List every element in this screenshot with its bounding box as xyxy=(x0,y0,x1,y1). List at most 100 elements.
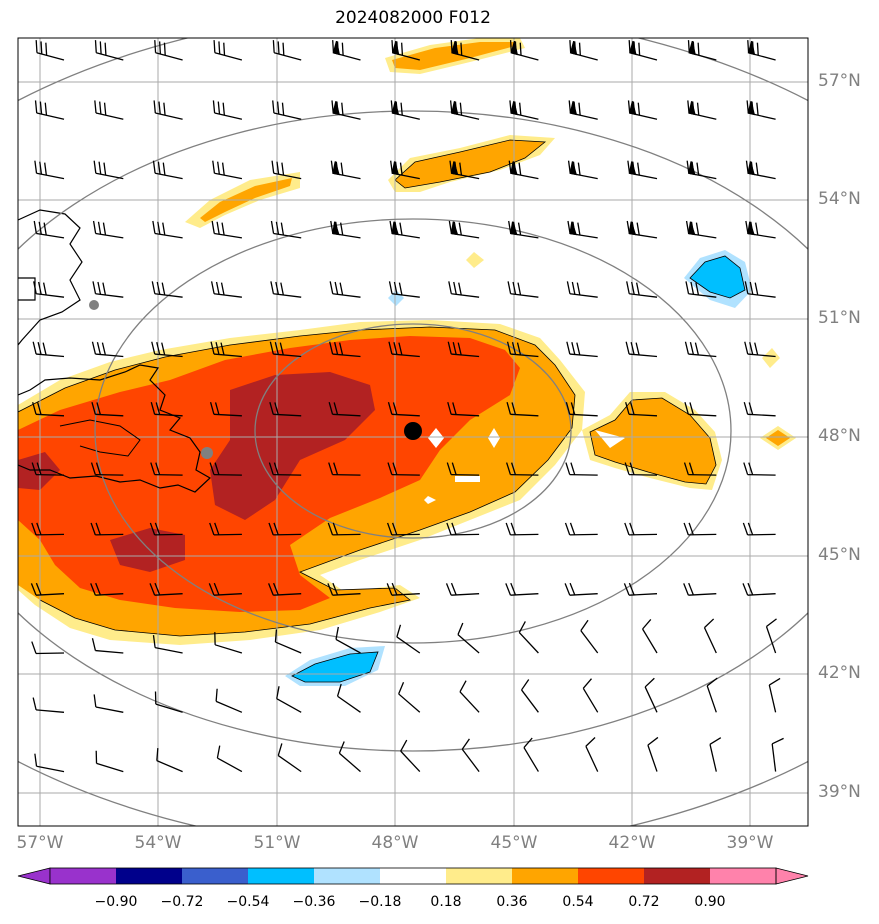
wind-barb xyxy=(585,737,599,772)
wind-barb xyxy=(91,401,124,417)
lon-label: 51°W xyxy=(253,833,301,853)
wind-barb xyxy=(32,697,65,713)
wind-barb xyxy=(268,462,302,476)
wind-barb xyxy=(396,624,421,654)
colorbar xyxy=(17,867,809,885)
wind-barb xyxy=(34,160,65,180)
wind-barb xyxy=(212,100,243,120)
wind-barb xyxy=(709,737,722,772)
wind-barb xyxy=(151,281,183,298)
wind-barb xyxy=(684,401,717,417)
wind-barb xyxy=(765,618,777,654)
wind-barb xyxy=(506,401,539,417)
wind-barb xyxy=(448,220,480,239)
wind-barb xyxy=(388,281,420,298)
wind-barb xyxy=(213,40,243,61)
storm-center xyxy=(404,422,422,440)
wind-barb xyxy=(153,100,183,120)
wind-barb xyxy=(745,160,776,180)
wind-barb xyxy=(215,688,243,713)
wind-barb xyxy=(626,281,658,298)
wind-barb xyxy=(390,100,420,120)
wind-barb xyxy=(445,582,480,596)
lon-label: 54°W xyxy=(134,833,182,853)
wind-barb xyxy=(400,739,421,773)
field-dark-2 xyxy=(110,528,185,572)
wind-barb xyxy=(686,160,717,180)
wind-barb xyxy=(330,220,361,239)
wind-barb xyxy=(506,341,539,358)
wind-barb xyxy=(331,100,361,120)
range-rings xyxy=(18,38,808,826)
wind-barb xyxy=(91,341,124,358)
wind-barb xyxy=(703,618,717,654)
colorbar-tick: 0.54 xyxy=(562,894,594,910)
wind-barb xyxy=(277,743,302,773)
lon-label: 57°W xyxy=(16,833,64,853)
wind-barb xyxy=(209,462,242,476)
wind-barb xyxy=(624,522,658,536)
wind-barb xyxy=(90,582,124,596)
colorbar-tick: −0.18 xyxy=(358,894,402,910)
wind-barb xyxy=(627,160,658,180)
wind-barb xyxy=(624,462,658,476)
wind-barb xyxy=(747,40,776,61)
wind-barb xyxy=(391,40,420,61)
wind-barb xyxy=(93,160,124,180)
wind-barb xyxy=(149,582,183,596)
wind-barb xyxy=(685,281,717,298)
wind-barb xyxy=(31,522,65,536)
wind-barb xyxy=(744,341,776,358)
wind-barb xyxy=(34,100,65,120)
wind-barb xyxy=(210,341,242,358)
colorbar-tick: −0.36 xyxy=(292,894,336,910)
wind-barb xyxy=(387,401,420,417)
city-marker xyxy=(201,447,213,459)
wind-barb xyxy=(687,100,717,120)
wind-barb xyxy=(566,341,598,358)
wind-barb xyxy=(450,40,480,61)
wind-barb xyxy=(461,738,480,772)
lon-label: 45°W xyxy=(490,833,538,853)
lat-label: 48°N xyxy=(818,426,861,446)
wind-barb xyxy=(390,160,420,180)
wind-barb xyxy=(276,686,302,713)
wind-barb xyxy=(329,341,361,358)
field-dark-1 xyxy=(210,372,375,520)
wind-barb xyxy=(211,220,243,239)
wind-barb xyxy=(150,401,183,417)
wind-barb xyxy=(328,462,361,476)
lon-label: 39°W xyxy=(726,833,774,853)
wind-barb xyxy=(627,100,658,120)
wind-barb xyxy=(92,281,124,298)
wind-barb xyxy=(743,462,776,476)
wind-barb xyxy=(564,522,598,536)
wind-barb xyxy=(34,753,65,773)
wind-barb xyxy=(95,750,124,773)
wind-barb xyxy=(270,220,302,239)
wind-barb xyxy=(336,683,361,713)
wind-barb xyxy=(508,220,539,239)
wind-barb xyxy=(272,40,302,61)
wind-barb xyxy=(507,281,539,298)
colorbar-tick: 0.72 xyxy=(628,894,660,910)
wind-barb xyxy=(446,462,480,476)
wind-barb xyxy=(683,582,717,596)
wind-barb xyxy=(626,220,658,239)
wind-barb xyxy=(771,737,784,772)
field-dark-3 xyxy=(18,452,60,490)
wind-barb xyxy=(388,341,420,358)
wind-barb xyxy=(330,160,361,180)
wind-barb xyxy=(446,522,480,536)
wind-barb xyxy=(31,462,65,476)
wind-barb xyxy=(505,462,539,476)
wind-barb xyxy=(505,522,539,536)
wind-barb xyxy=(216,745,243,773)
colorbar-tick: 0.90 xyxy=(694,894,726,910)
wind-barb xyxy=(92,220,124,239)
wind-barb xyxy=(449,160,480,180)
lat-label: 42°N xyxy=(818,663,861,683)
wind-barb xyxy=(335,626,361,654)
lat-label: 39°N xyxy=(818,782,861,802)
